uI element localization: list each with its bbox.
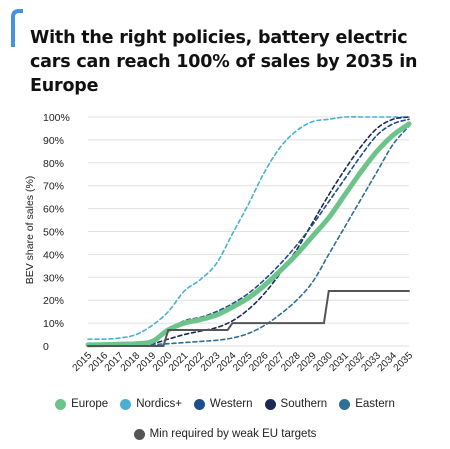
legend-label: Eastern xyxy=(355,398,395,410)
legend-label: Southern xyxy=(280,398,328,410)
y-tick-label: 60% xyxy=(43,204,64,216)
legend-label: Europe xyxy=(71,398,109,410)
legend-marker-icon xyxy=(133,428,145,440)
y-tick-label: 80% xyxy=(43,158,64,170)
legend-item-southern: Southern xyxy=(264,398,328,410)
y-tick-label: 0 xyxy=(43,341,49,353)
y-tick-label: 40% xyxy=(43,249,64,261)
y-axis-label: BEV share of sales (%) xyxy=(24,176,36,285)
series-lines xyxy=(85,116,412,348)
series-line-min-required-by-weak-eu-targets xyxy=(87,290,410,347)
y-tick-label: 30% xyxy=(43,272,64,284)
legend-item-europe: Europe xyxy=(55,398,108,410)
legend-label: Min required by weak EU targets xyxy=(149,428,317,440)
y-tick-label: 50% xyxy=(43,227,64,239)
legend: Europe Nordics+ Western Southern Eastern Min… xyxy=(0,398,450,440)
legend-marker-icon xyxy=(264,398,276,410)
series-line-europe xyxy=(85,121,412,348)
y-axis-ticks: 0 10% 20% 30% 40% 50% 60% 70% 80% 90% 100% xyxy=(43,112,70,353)
x-tick-label: 2035 xyxy=(392,350,416,374)
legend-item-min-required-by-weak-eu-targets: Min required by weak EU targets xyxy=(133,428,317,440)
y-tick-label: 100% xyxy=(43,112,70,124)
legend-label: Western xyxy=(209,398,253,410)
legend-marker-icon xyxy=(55,398,67,410)
series-line-nordics xyxy=(87,116,410,341)
y-tick-label: 70% xyxy=(43,181,64,193)
legend-marker-icon xyxy=(339,398,351,410)
y-tick-label: 90% xyxy=(43,135,64,147)
y-tick-label: 20% xyxy=(43,295,64,307)
chart-title: With the right policies, battery electri… xyxy=(30,28,418,96)
legend-item-western: Western xyxy=(193,398,253,410)
legend-label: Nordics+ xyxy=(136,398,182,410)
legend-marker-icon xyxy=(193,398,205,410)
grid-lines xyxy=(88,116,409,347)
series-line-eastern xyxy=(87,125,410,347)
legend-item-nordics: Nordics+ xyxy=(120,398,182,410)
legend-marker-icon xyxy=(120,398,132,410)
corner-accent-icon xyxy=(11,9,23,47)
y-tick-label: 10% xyxy=(43,318,64,330)
x-axis-ticks: 2015201620172018201920202021202220232024… xyxy=(71,350,416,374)
series-line-western xyxy=(87,118,410,346)
legend-item-eastern: Eastern xyxy=(339,398,395,410)
